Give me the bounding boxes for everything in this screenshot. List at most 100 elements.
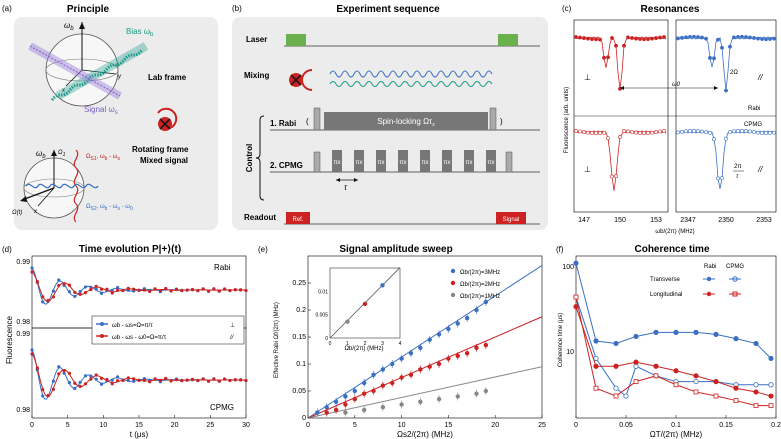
panel-c-letter: (c) [562, 4, 572, 13]
cpmg-pi-pulse [376, 150, 386, 172]
res-rabi-par-point [716, 37, 720, 42]
axis-x-label-lab: x [61, 88, 66, 94]
d-cpmg-par-point [233, 378, 237, 382]
d-cpmg-par-point [110, 382, 114, 386]
d-rabi-par-point [201, 287, 205, 291]
data-point [324, 405, 329, 410]
inset-ytick: 0.01 [318, 289, 328, 295]
d-legend: ωb - ωs=Ω=π/τ ⊥ ωb - ωs - ω0=Ω=π/τ // [91, 315, 245, 345]
d-rabi-perp-point [116, 285, 120, 290]
d-cpmg-perp-point [73, 386, 77, 391]
coherence-point [753, 340, 759, 347]
lab-sphere: ωb x y [45, 21, 122, 107]
data-point [343, 402, 348, 407]
data-point [361, 407, 367, 413]
panel-e-letter: (e) [258, 245, 268, 254]
coherence-point [768, 382, 774, 388]
rabi-tag: Rabi [748, 106, 760, 112]
cpmg-pi-pulse [354, 150, 364, 172]
data-point [464, 315, 470, 321]
res-cpmg-par-point [744, 129, 748, 133]
d-cpmg-perp-point [41, 394, 45, 398]
d-cpmg-par-point [228, 378, 232, 383]
signal-horizontal-wave [25, 183, 99, 189]
d-cpmg-par-point [185, 378, 189, 382]
res-rabi-par-point [744, 35, 748, 39]
lab-frame-label: Lab frame [148, 73, 187, 82]
d-ytick: 0.98 [16, 407, 30, 414]
res-rabi-par-point [712, 56, 716, 61]
res-rabi-perp-point [594, 37, 598, 42]
inset-point [345, 319, 350, 324]
res-rabi-perp-point [634, 36, 638, 41]
signal-vertical-wave [73, 149, 79, 223]
d-cpmg-perp-point [89, 374, 93, 378]
d-cpmg-par-point [89, 377, 93, 381]
d-cpmg-par-point [94, 373, 98, 377]
panel-e: (e) Signal amplitude sweep Effective Rab… [258, 244, 546, 439]
d-rabi-par-point [158, 289, 162, 293]
cpmg-pi-pulse [464, 150, 474, 172]
res-cpmg-perp-point [622, 129, 626, 133]
res-cpmg-par-point [688, 128, 692, 133]
res-cpmg-par-point [704, 130, 708, 135]
d-cpmg-par-point [180, 379, 184, 383]
omega-1-label: Ω1 [58, 150, 66, 158]
mixing-label: Mixing [244, 71, 269, 80]
panel-c: (c) Resonances Fluorescence (arb. units)… [562, 4, 777, 235]
coherence-point [623, 393, 629, 399]
res-rabi-perp-point [614, 43, 618, 48]
coherence-point [768, 355, 774, 362]
d-rabi-perp-point [30, 266, 34, 270]
laser-pulse-1 [286, 34, 306, 46]
two-pi-tau-den: τ [736, 174, 739, 180]
omega-s2-label: ΩS2, ωb - ωs - ω0 [86, 204, 133, 212]
res-rabi-par-point [768, 37, 772, 41]
res-rabi-perp-point [650, 36, 654, 41]
data-point [483, 342, 489, 348]
res-cpmg-perp-point [630, 130, 634, 134]
d-cpmg-par-point [99, 376, 104, 380]
panel-a-title: Principle [67, 4, 110, 15]
data-point [352, 396, 357, 402]
res-cpmg-perp-point [638, 131, 642, 135]
d-cpmg-par-point [148, 380, 152, 384]
axis-x-label-rot: x [33, 209, 38, 215]
d-cpmg-par-point [239, 378, 243, 382]
res-cpmg-perp-point [590, 131, 594, 135]
res-cpmg-perp-point [646, 131, 650, 135]
d-cpmg-tag: CPMG [210, 403, 234, 412]
d-cpmg-perp-point [67, 381, 72, 385]
res-cpmg-perp-point [634, 130, 638, 135]
rotating-sphere: ωb Ω1 x Ω(t) [12, 149, 85, 219]
res-cpmg-perp-point [606, 136, 610, 140]
cpmg-pi-half [313, 151, 321, 173]
d-rabi-perp-point [51, 289, 56, 293]
data-point [474, 391, 479, 396]
res-rabi-par-point [688, 34, 692, 39]
res-cpmg-par-point [684, 129, 688, 134]
data-point [427, 337, 432, 342]
res-cpmg-perp-point [578, 129, 582, 134]
panel-d: (d) Time evolution P|+⟩(t) Fluorescence … [2, 244, 250, 439]
res-rabi-perp-point [578, 35, 582, 40]
f-ytick: 100 [562, 264, 574, 271]
coherence-point [713, 331, 719, 337]
res-rabi-par-point [736, 35, 740, 39]
res-cpmg-par-point [692, 128, 696, 133]
bias-label: Bias ωb [126, 27, 154, 38]
res-rabi-par-point [760, 37, 764, 41]
d-cpmg-par-point [217, 379, 221, 383]
coherence-line [575, 296, 771, 397]
res-rabi-par-point [764, 37, 768, 42]
legend-entry-perp: ωb - ωs=Ω=π/τ [112, 323, 153, 329]
spin-lock-block [324, 112, 488, 130]
res-rabi-par-point [696, 35, 700, 39]
coherence-point [613, 340, 619, 347]
coherence-point [613, 393, 619, 399]
coherence-point [713, 393, 719, 399]
data-point [380, 383, 386, 388]
d-rabi-par-point [62, 282, 66, 286]
cpmg-pi-half [505, 151, 513, 173]
panel-e-xlabel: Ωs2/(2π) (MHz) [397, 430, 453, 439]
